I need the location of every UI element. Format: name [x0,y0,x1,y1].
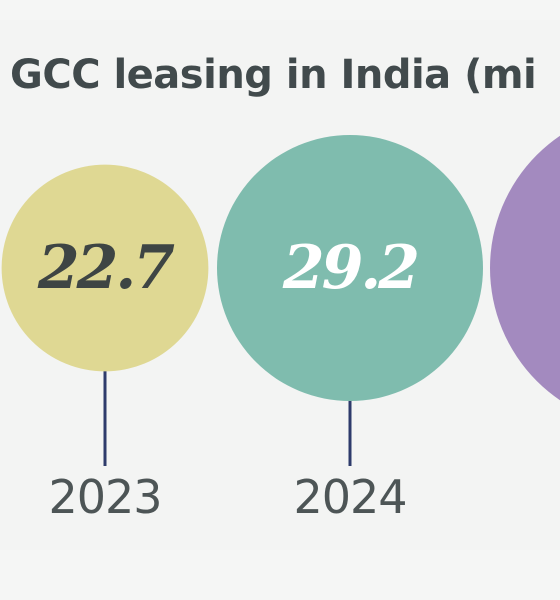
bubble-2024 [217,135,483,401]
year-label-2024: 2024 [293,470,406,524]
value-label-2024: 29.2 [282,233,418,303]
bubble-next [490,135,560,401]
bubble-2023 [1,164,209,372]
value-label-2023: 22.7 [37,233,175,303]
year-label-2023: 2023 [48,470,161,524]
chart-title: GCC leasing in India (mi [10,52,537,98]
